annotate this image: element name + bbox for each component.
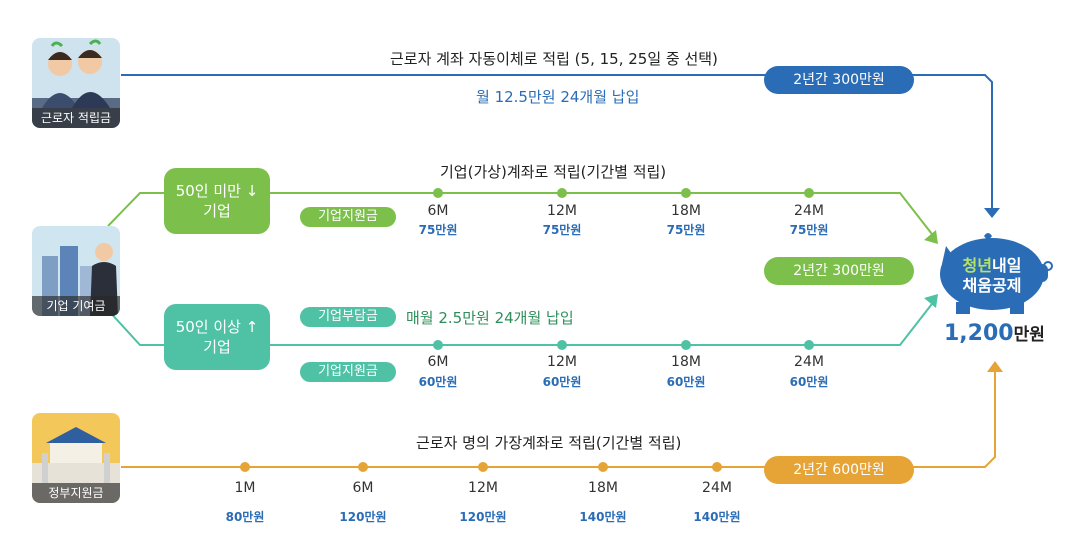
milestone-month: 18M <box>588 480 618 496</box>
milestone-dot <box>712 462 722 472</box>
worker-total-pill: 2년간 300만원 <box>764 66 914 94</box>
company-large-arrowhead <box>924 294 938 308</box>
worker-caption: 근로자 적립금 <box>32 108 120 128</box>
milestone-month: 18M <box>671 203 701 219</box>
milestone-dot <box>557 340 567 350</box>
milestone-month: 12M <box>547 203 577 219</box>
up-arrow-icon: ↑ <box>245 318 259 336</box>
milestone-amount: 80만원 <box>225 510 265 524</box>
worker-monthly: 월 12.5만원 24개월 납입 <box>476 88 640 106</box>
milestone-month: 12M <box>547 354 577 370</box>
milestone-amount: 60만원 <box>789 375 829 389</box>
company-burden-text: 매월 2.5만원 24개월 납입 <box>406 309 574 327</box>
milestone-month: 24M <box>794 354 824 370</box>
worker-avatar: 근로자 적립금 <box>32 38 120 128</box>
milestone-dot <box>240 462 250 472</box>
worker-route-label: 근로자 계좌 자동이체로 적립 (5, 15, 25일 중 선택) <box>390 50 718 68</box>
piggy-label-green: 청년 <box>962 256 992 275</box>
company-large-flow-line <box>107 299 936 346</box>
milestone-month: 24M <box>794 203 824 219</box>
milestone-dot <box>557 188 567 198</box>
gov-arrowhead <box>987 361 1003 372</box>
milestone-amount: 75만원 <box>666 223 706 237</box>
gov-route-label: 근로자 명의 가장계좌로 적립(기간별 적립) <box>416 434 682 452</box>
milestone-dot <box>433 340 443 350</box>
piggy-bank-icon <box>940 233 1053 314</box>
company-small-flow-line <box>107 192 936 239</box>
milestone-month: 6M <box>352 480 374 496</box>
milestone-amount: 120만원 <box>459 510 507 524</box>
milestone-dot <box>358 462 368 472</box>
company-caption: 기업 기여금 <box>32 296 120 316</box>
milestone-amount: 75만원 <box>542 223 582 237</box>
milestone-month: 24M <box>702 480 732 496</box>
milestone-amount: 60만원 <box>666 375 706 389</box>
milestone-dot <box>598 462 608 472</box>
company-small-support-tag: 기업지원금 <box>300 207 396 227</box>
company-large-line2: 기업 <box>203 338 231 356</box>
piggy-label-white: 내일 <box>992 256 1022 275</box>
milestone-month: 18M <box>671 354 701 370</box>
company-large-support-tag: 기업지원금 <box>300 362 396 382</box>
milestone-amount: 60만원 <box>418 375 458 389</box>
milestone-amount: 140만원 <box>579 510 627 524</box>
company-small-box: 50인 미만 ↓ 기업 <box>164 168 270 234</box>
milestone-amount: 60만원 <box>542 375 582 389</box>
down-arrow-icon: ↓ <box>245 182 259 200</box>
milestone-amount: 140만원 <box>693 510 741 524</box>
gov-caption: 정부지원금 <box>32 483 120 503</box>
worker-flow-line <box>121 74 993 212</box>
milestone-amount: 120만원 <box>339 510 387 524</box>
total-number: 1,200 <box>944 321 1014 346</box>
worker-arrowhead <box>984 208 1000 218</box>
milestone-month: 1M <box>234 480 256 496</box>
milestone-amount: 75만원 <box>418 223 458 237</box>
company-large-line1: 50인 이상 <box>175 318 241 336</box>
company-small-line2: 기업 <box>203 202 231 220</box>
gov-flow-line <box>121 368 996 468</box>
company-small-arrowhead <box>924 230 938 244</box>
company-small-dots <box>433 188 814 198</box>
gov-avatar: 정부지원금 <box>32 413 120 503</box>
milestone-dot <box>804 188 814 198</box>
milestone-dot <box>681 188 691 198</box>
company-total-pill: 2년간 300만원 <box>764 257 914 285</box>
company-avatar: 기업 기여금 <box>32 226 120 316</box>
milestone-amount: 75만원 <box>789 223 829 237</box>
gov-dots <box>240 462 722 472</box>
company-large-dots <box>433 340 814 350</box>
milestone-dot <box>681 340 691 350</box>
piggy-label: 청년내일 채움공제 <box>944 256 1040 296</box>
company-small-line1: 50인 미만 <box>175 182 241 200</box>
piggy-label-line2: 채움공제 <box>962 276 1022 295</box>
company-burden-tag: 기업부담금 <box>300 307 396 327</box>
milestone-dot <box>804 340 814 350</box>
company-route-label: 기업(가상)계좌로 적립(기간별 적립) <box>440 163 667 181</box>
milestone-dot <box>433 188 443 198</box>
gov-total-pill: 2년간 600만원 <box>764 456 914 484</box>
milestone-month: 6M <box>427 354 449 370</box>
milestone-dot <box>478 462 488 472</box>
total-unit: 만원 <box>1013 325 1045 345</box>
milestone-month: 6M <box>427 203 449 219</box>
milestone-month: 12M <box>468 480 498 496</box>
total-amount: 1,200만원 <box>944 320 1045 346</box>
company-large-box: 50인 이상 ↑ 기업 <box>164 304 270 370</box>
